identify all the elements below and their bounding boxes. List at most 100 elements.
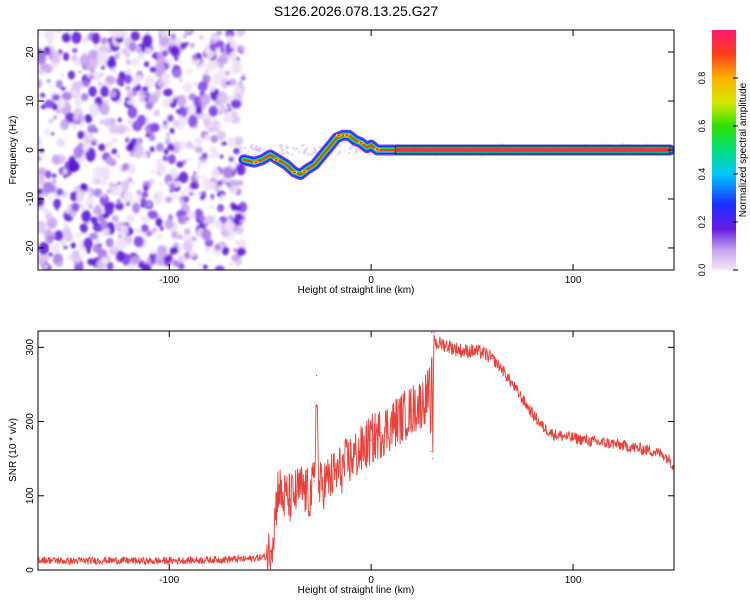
track-halo-speck <box>302 151 307 155</box>
noise-speck <box>71 81 79 89</box>
noise-speck <box>45 170 52 179</box>
noise-speck <box>210 194 215 198</box>
noise-speck <box>130 255 140 265</box>
noise-speck <box>169 246 179 255</box>
noise-speck <box>41 207 50 215</box>
noise-speck <box>177 234 184 240</box>
noise-speck <box>62 191 68 198</box>
noise-speck <box>235 163 239 167</box>
noise-speck <box>231 111 238 117</box>
noise-speck <box>162 88 173 97</box>
noise-speck <box>233 99 242 109</box>
noise-speck <box>56 108 61 114</box>
noise-speck <box>189 192 193 196</box>
noise-speck <box>74 98 83 107</box>
noise-speck <box>98 176 108 186</box>
noise-speck <box>203 161 208 165</box>
noise-speck <box>163 254 173 263</box>
noise-speck <box>233 248 238 253</box>
snr-panel: -100 0 100 0 100 200 300 Height of straight l… <box>8 330 675 596</box>
noise-speck <box>228 78 237 86</box>
track-halo-speck <box>262 148 266 152</box>
noise-speck <box>97 81 103 87</box>
noise-speck <box>180 42 187 50</box>
noise-speck <box>79 54 90 67</box>
noise-speck <box>105 156 115 166</box>
noise-speck <box>109 185 121 196</box>
noise-speck <box>60 119 69 130</box>
noise-speck <box>172 193 177 199</box>
noise-speck <box>236 226 244 235</box>
noise-speck <box>115 239 124 250</box>
colorbar: 0.0 0.2 0.4 0.6 0.8 Normalized spectral ampl… <box>697 30 749 276</box>
noise-speck <box>83 163 87 167</box>
track-hotspot-core <box>302 170 307 173</box>
noise-speck <box>57 260 63 267</box>
noise-speck <box>208 84 216 92</box>
snr-data-point <box>380 432 382 434</box>
noise-speck <box>112 66 117 73</box>
noise-speck <box>178 171 189 184</box>
noise-speck <box>225 81 231 86</box>
y-tick-label: -10 <box>25 191 36 206</box>
noise-speck <box>152 227 157 233</box>
noise-speck <box>83 237 93 250</box>
noise-speck <box>176 94 187 108</box>
noise-speck <box>182 240 193 252</box>
noise-speck <box>182 116 190 125</box>
noise-speck <box>229 51 237 60</box>
noise-speck <box>195 65 200 71</box>
noise-speck <box>142 34 153 48</box>
snr-data-point <box>108 559 110 562</box>
noise-speck <box>201 152 208 159</box>
noise-speck <box>73 114 80 121</box>
colorbar-tick-label: 0.0 <box>697 264 707 277</box>
noise-speck <box>105 141 113 149</box>
noise-speck <box>116 124 127 134</box>
noise-speck <box>240 75 246 81</box>
noise-speck <box>85 147 96 162</box>
noise-speck <box>121 163 129 171</box>
colorbar-tick-label: 0.6 <box>697 120 707 133</box>
noise-speck <box>78 70 82 74</box>
noise-speck <box>118 233 123 239</box>
noise-speck <box>186 67 193 75</box>
y-tick-label: 200 <box>25 413 36 430</box>
track-halo-speck <box>255 145 258 148</box>
noise-speck <box>161 32 166 38</box>
x-tick-label: 100 <box>565 275 582 286</box>
track-hotspot-core <box>274 158 278 161</box>
noise-speck <box>101 65 106 70</box>
y-tick-label: 100 <box>25 487 36 504</box>
noise-speck <box>183 233 193 241</box>
noise-speck <box>191 236 197 242</box>
snr-data-point <box>148 560 150 562</box>
noise-speck <box>128 42 137 52</box>
track-hotspot-core <box>345 134 349 137</box>
track-halo-speck <box>259 146 263 149</box>
noise-speck <box>51 51 61 64</box>
noise-speck <box>87 258 95 266</box>
snr-data-point <box>653 450 655 452</box>
snr-data-point <box>316 374 318 377</box>
track-halo-speck <box>285 145 290 150</box>
noise-speck <box>189 42 195 49</box>
noise-speck <box>202 179 213 191</box>
noise-speck <box>136 196 140 200</box>
noise-speck <box>52 179 57 184</box>
noise-speck <box>38 242 49 255</box>
noise-speck <box>108 55 116 66</box>
noise-speck <box>222 113 234 123</box>
track-halo-speck <box>355 147 360 151</box>
noise-speck <box>209 146 218 153</box>
noise-speck <box>178 59 182 64</box>
noise-speck <box>216 130 227 141</box>
track-halo-speck <box>294 148 297 152</box>
y-tick-label: 20 <box>25 46 36 58</box>
noise-speck <box>229 262 233 266</box>
noise-speck <box>91 141 96 146</box>
snr-data-point <box>433 346 435 348</box>
snr-data-point <box>491 357 493 360</box>
noise-speck <box>172 142 177 147</box>
y-tick-label: 0 <box>25 567 36 573</box>
